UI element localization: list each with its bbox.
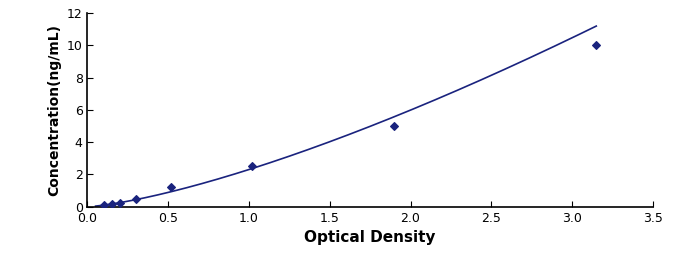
Y-axis label: Concentration(ng/mL): Concentration(ng/mL) xyxy=(47,24,61,196)
X-axis label: Optical Density: Optical Density xyxy=(304,230,436,245)
